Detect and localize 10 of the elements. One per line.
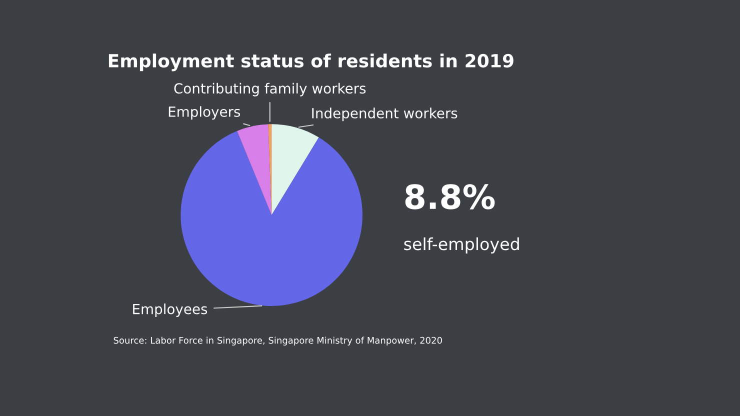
chart-title: Employment status of residents in 2019	[108, 54, 514, 72]
pie-slice	[272, 124, 319, 216]
source-note: Source: Labor Force in Singapore, Singapore Ministry of Manpower, 2020	[114, 336, 442, 346]
slice-label: Independent workers	[312, 108, 458, 122]
pie-slice	[237, 124, 272, 216]
text: 8.8%	[405, 184, 495, 210]
slice-label: Employers	[168, 106, 240, 120]
slice-label: Contributing family workers	[174, 82, 366, 96]
slice-label: Employees	[133, 304, 208, 317]
text: self-employed	[404, 237, 519, 254]
